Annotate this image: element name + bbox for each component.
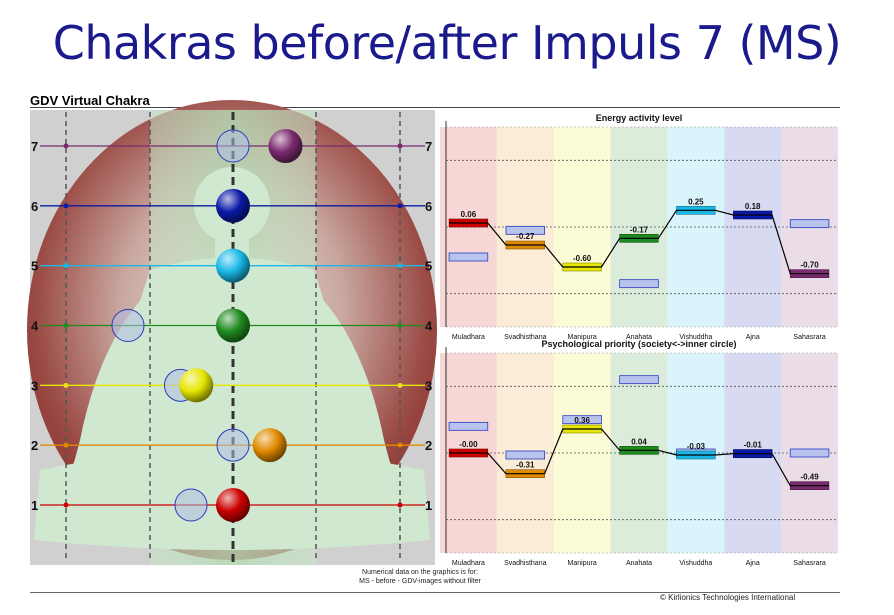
- level-label-right: 6: [425, 199, 432, 214]
- before-position-circle-2: [216, 428, 250, 462]
- after-chakra-sphere-7: [268, 129, 303, 163]
- value-label-anahata: 0.04: [631, 437, 647, 446]
- level-label-right: 1: [425, 498, 432, 513]
- before-bar-anahata: [619, 279, 659, 289]
- level-marker-right-5: [397, 263, 403, 269]
- before-bar-muladhara: [448, 421, 489, 431]
- value-label-ajna: 0.18: [745, 202, 761, 211]
- after-chakra-sphere-4: [216, 308, 250, 343]
- category-label-muladhara: Muladhara: [452, 334, 485, 341]
- level-marker-left-5: [63, 263, 69, 269]
- level-marker-right-1: [397, 502, 403, 508]
- footnote-line2: MS - before - GDV-images without filter: [359, 578, 481, 585]
- category-label-ajna: Ajna: [746, 560, 760, 567]
- panel-title: GDV Virtual Chakra: [30, 93, 150, 108]
- value-label-svadhisthana: -0.27: [516, 232, 535, 241]
- level-label-right: 2: [425, 438, 432, 453]
- category-label-vishuddha: Vishuddha: [679, 334, 712, 341]
- footnote: Numerical data on the graphics is for: M…: [320, 568, 520, 586]
- value-label-manipura: 0.36: [574, 416, 590, 425]
- level-marker-right-4: [397, 323, 403, 328]
- value-label-anahata: -0.17: [630, 225, 649, 234]
- before-bar-svadhisthana: [505, 225, 546, 235]
- copyright-text: © Kirlionics Technologies International: [660, 593, 796, 602]
- level-label-left: 7: [31, 139, 38, 154]
- bottom-divider: [30, 592, 840, 593]
- vertical-guides: [65, 112, 401, 562]
- level-label-left: 4: [31, 319, 39, 334]
- slide-title: Chakras before/after Impuls 7 (MS): [52, 16, 842, 70]
- before-position-circle-1: [174, 488, 208, 522]
- chart-title: Psychological priority (society<->inner …: [541, 339, 736, 349]
- before-bar-sahasrara: [789, 448, 830, 458]
- top-divider: [30, 107, 840, 108]
- series-line: [449, 209, 829, 275]
- category-label-muladhara: Muladhara: [452, 560, 485, 567]
- chart-title: Energy activity level: [596, 113, 683, 123]
- after-chakra-sphere-6: [216, 188, 250, 223]
- level-label-right: 4: [425, 319, 433, 334]
- category-label-sahasrara: Sahasrara: [793, 560, 825, 567]
- before-bar-manipura: [562, 415, 602, 425]
- before-position-circle-7: [216, 129, 250, 163]
- value-label-muladhara: 0.06: [461, 210, 477, 219]
- series-line: [449, 428, 829, 487]
- category-band-ajna: [724, 127, 782, 327]
- level-label-left: 6: [31, 199, 38, 214]
- level-label-right: 3: [425, 378, 432, 393]
- level-marker-left-4: [63, 323, 69, 328]
- category-label-svadhisthana: Svadhisthana: [504, 334, 547, 341]
- level-marker-right-3: [397, 382, 403, 388]
- after-chakra-sphere-2: [252, 428, 287, 463]
- level-label-right: 7: [425, 139, 432, 154]
- value-label-sahasrara: -0.70: [800, 261, 819, 270]
- level-marker-right-2: [397, 442, 403, 448]
- level-marker-left-7: [63, 143, 69, 149]
- level-label-left: 3: [31, 378, 38, 393]
- level-label-left: 1: [31, 498, 38, 513]
- after-chakra-sphere-5: [216, 248, 250, 283]
- before-bar-anahata: [619, 375, 659, 385]
- before-position-circle-4: [111, 309, 145, 342]
- value-label-svadhisthana: -0.31: [516, 461, 535, 470]
- level-marker-left-3: [63, 382, 69, 388]
- footnote-line1: Numerical data on the graphics is for:: [362, 569, 478, 576]
- level-label-right: 5: [425, 259, 432, 274]
- after-chakra-sphere-1: [216, 488, 250, 522]
- category-label-vishuddha: Vishuddha: [679, 560, 712, 567]
- value-label-vishuddha: -0.03: [687, 442, 706, 451]
- level-label-left: 2: [31, 438, 38, 453]
- category-label-anahata: Anahata: [626, 560, 652, 567]
- after-chakra-sphere-3: [179, 368, 214, 403]
- value-label-muladhara: -0.00: [459, 440, 478, 449]
- value-label-ajna: -0.01: [744, 441, 763, 450]
- category-label-manipura: Manipura: [568, 334, 597, 341]
- category-label-svadhisthana: Svadhisthana: [504, 560, 547, 567]
- before-bar-muladhara: [448, 252, 489, 262]
- category-label-sahasrara: Sahasrara: [793, 334, 825, 341]
- category-label-manipura: Manipura: [568, 560, 597, 567]
- level-marker-left-6: [63, 203, 69, 209]
- value-label-sahasrara: -0.49: [800, 473, 819, 482]
- category-label-ajna: Ajna: [746, 334, 760, 341]
- level-label-left: 5: [31, 259, 38, 274]
- before-bar-sahasrara: [789, 219, 830, 229]
- value-label-vishuddha: 0.25: [688, 197, 704, 206]
- before-bar-svadhisthana: [505, 450, 546, 460]
- level-marker-right-7: [397, 143, 403, 149]
- level-marker-left-2: [63, 442, 69, 448]
- value-label-manipura: -0.60: [573, 254, 592, 263]
- level-marker-right-6: [397, 203, 403, 209]
- level-marker-left-1: [63, 502, 69, 508]
- category-label-anahata: Anahata: [626, 334, 652, 341]
